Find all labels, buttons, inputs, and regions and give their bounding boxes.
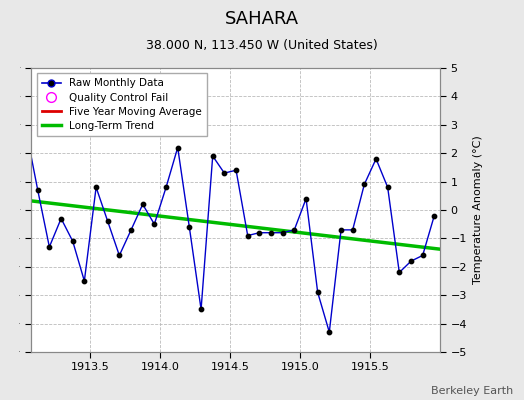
Point: [92, 184, 100, 190]
Point: [34, 187, 42, 193]
Point: [255, 230, 264, 236]
Point: [419, 252, 427, 259]
Text: SAHARA: SAHARA: [225, 10, 299, 28]
Point: [80, 278, 89, 284]
Point: [348, 227, 357, 233]
Point: [278, 230, 287, 236]
Point: [57, 215, 66, 222]
Point: [337, 227, 345, 233]
Point: [104, 218, 112, 224]
Point: [127, 227, 135, 233]
Point: [360, 181, 368, 188]
Point: [45, 244, 53, 250]
Point: [302, 196, 310, 202]
Point: [209, 153, 217, 159]
Point: [162, 184, 170, 190]
Point: [395, 269, 403, 276]
Point: [69, 238, 77, 244]
Point: [325, 329, 333, 335]
Point: [384, 184, 392, 190]
Point: [267, 230, 275, 236]
Point: [197, 306, 205, 313]
Point: [220, 170, 228, 176]
Point: [150, 221, 159, 227]
Point: [22, 127, 30, 134]
Y-axis label: Temperature Anomaly (°C): Temperature Anomaly (°C): [473, 136, 483, 284]
Point: [138, 201, 147, 208]
Text: 38.000 N, 113.450 W (United States): 38.000 N, 113.450 W (United States): [146, 39, 378, 52]
Point: [430, 212, 439, 219]
Point: [22, 127, 30, 134]
Point: [115, 252, 124, 259]
Point: [313, 289, 322, 296]
Point: [244, 232, 252, 239]
Point: [173, 144, 182, 151]
Point: [407, 258, 415, 264]
Point: [290, 227, 299, 233]
Text: Berkeley Earth: Berkeley Earth: [431, 386, 514, 396]
Legend: Raw Monthly Data, Quality Control Fail, Five Year Moving Average, Long-Term Tren: Raw Monthly Data, Quality Control Fail, …: [37, 73, 207, 136]
Point: [372, 156, 380, 162]
Point: [232, 167, 241, 174]
Point: [185, 224, 193, 230]
